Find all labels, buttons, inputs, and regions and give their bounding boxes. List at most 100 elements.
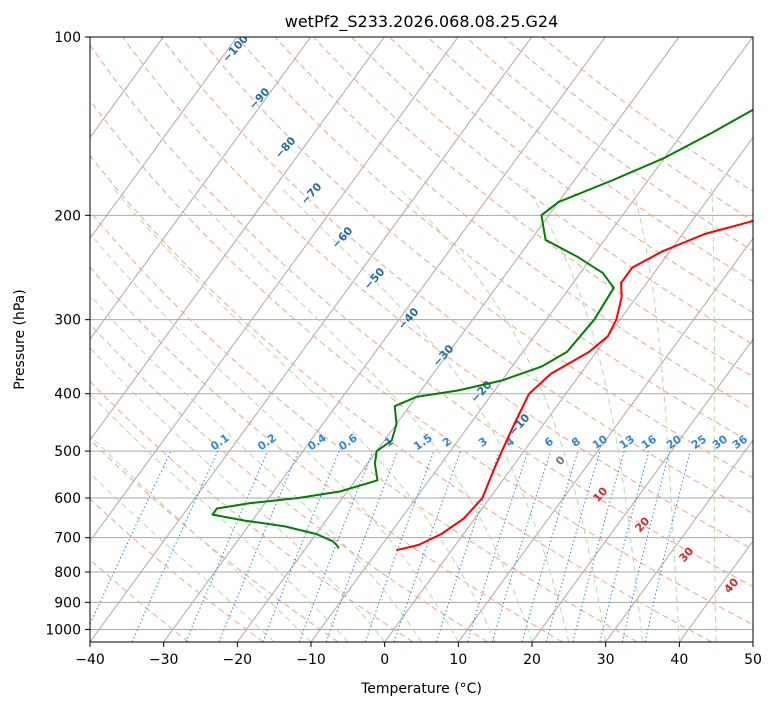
mixing-ratio-line	[621, 450, 670, 642]
dry-adiabat	[90, 323, 488, 642]
mixing-ratio-label: 25	[689, 433, 709, 452]
dry-adiabat	[90, 99, 753, 626]
mixing-ratio-label: 6	[542, 435, 556, 450]
y-tick-label: 300	[54, 313, 81, 329]
moist-adiabat	[398, 187, 607, 642]
dry-adiabat-label: −60	[329, 224, 355, 251]
profile-line	[396, 219, 753, 552]
dry-adiabat	[90, 154, 712, 642]
y-tick-label: 700	[54, 531, 81, 547]
dry-adiabat	[90, 210, 638, 642]
dry-adiabat	[236, 37, 753, 445]
mixing-ratio-line	[218, 450, 299, 642]
mixing-ratio-label: 30	[710, 432, 730, 452]
dry-adiabat-label: −80	[272, 134, 298, 161]
x-tick-label: −10	[296, 652, 326, 668]
x-tick-label: −20	[223, 652, 253, 668]
moist-adiabat-label: 10	[590, 484, 610, 504]
mixing-ratio-label: 10	[590, 432, 610, 452]
dry-adiabat	[350, 37, 753, 345]
isotherm-line	[90, 37, 312, 341]
mixing-ratio-line	[262, 450, 340, 642]
isotherm-line	[457, 237, 753, 642]
isotherm-line	[90, 37, 385, 442]
mixing-ratio-line	[298, 450, 374, 642]
x-tick-label: −40	[75, 652, 105, 668]
dry-adiabat	[90, 380, 414, 642]
y-tick-label: 100	[54, 30, 81, 46]
moist-adiabat	[526, 187, 643, 642]
moist-adiabat	[90, 472, 275, 642]
mixing-ratio-label: 0.1	[208, 431, 231, 453]
dry-adiabat	[90, 438, 339, 642]
y-axis-label: Pressure (hPa)	[12, 289, 28, 389]
moist-adiabat-label: 20	[632, 514, 652, 534]
mixing-ratio-line	[90, 450, 172, 626]
mixing-ratio-label: 20	[664, 432, 684, 452]
mixing-ratio-line	[393, 450, 461, 642]
dry-adiabat	[90, 44, 753, 588]
isotherm-line	[163, 37, 606, 642]
mixing-ratio-label: 1.5	[411, 431, 434, 453]
profile-line	[211, 108, 753, 550]
isotherm-line	[752, 641, 753, 642]
dry-adiabat	[274, 37, 753, 411]
dry-adiabat-label: −30	[430, 342, 456, 369]
dry-adiabat-label: −50	[361, 265, 387, 292]
dry-adiabat	[503, 37, 753, 222]
x-tick-label: 50	[744, 652, 762, 668]
moist-adiabat	[632, 188, 680, 642]
dry-adiabat-label: −40	[395, 305, 421, 332]
dry-adiabat	[122, 37, 753, 551]
dry-adiabat-label: −70	[298, 180, 324, 207]
moist-adiabat	[112, 187, 496, 642]
isotherm-line	[236, 37, 680, 642]
dry-adiabat-label: −90	[246, 85, 272, 112]
isotherm-line	[605, 439, 753, 642]
profiles	[211, 108, 753, 552]
mixing-ratio-line	[325, 450, 399, 642]
mixing-ratio-line	[467, 450, 529, 642]
dry-adiabat	[312, 37, 753, 378]
mixing-ratio-line	[521, 450, 579, 642]
mixing-ratio-line	[185, 450, 269, 642]
moist-adiabat	[90, 347, 386, 642]
x-tick-label: 40	[670, 652, 688, 668]
y-tick-label: 800	[54, 565, 81, 581]
line-labels: 0.1 0.2 0.4 0.6 1 1.5 2 3 4 6 8 10 13 16 20 25 30 36−100−…	[208, 37, 750, 596]
dry-adiabat	[90, 266, 563, 642]
moist-adiabat-label: 0	[553, 453, 568, 468]
y-tick-label: 500	[54, 444, 81, 460]
dry-adiabat	[465, 37, 753, 252]
mixing-ratio-line	[435, 450, 500, 642]
x-tick-label: 10	[449, 652, 467, 668]
x-tick-label: −30	[149, 652, 179, 668]
mixing-ratio-line	[572, 450, 625, 642]
mixing-ratio-label: 36	[730, 432, 750, 452]
x-tick-label: 0	[380, 652, 389, 668]
y-tick-label: 600	[54, 491, 81, 507]
mixing-ratio-label: 16	[639, 432, 659, 452]
mixing-ratio-line	[545, 450, 601, 642]
mixing-ratio-line	[491, 450, 552, 642]
moist-adiabat	[90, 393, 349, 642]
moist-adiabat	[711, 188, 717, 642]
moist-adiabat	[90, 434, 312, 642]
mixing-ratio-label: 3	[476, 435, 490, 450]
x-tick-label: 30	[597, 652, 615, 668]
moist-adiabat	[90, 232, 459, 642]
y-tick-label: 200	[54, 208, 81, 224]
mixing-ratio-label: 0.2	[255, 431, 278, 453]
y-tick-label: 400	[54, 387, 81, 403]
y-tick-label: 900	[54, 595, 81, 611]
x-tick-label: 20	[523, 652, 541, 668]
dry-adiabat	[198, 37, 753, 479]
moist-adiabat	[187, 187, 533, 642]
dry-adiabat	[427, 37, 753, 283]
mixing-ratio-line	[131, 450, 219, 642]
moist-adiabat	[281, 187, 570, 642]
moist-adiabat-label: 30	[676, 544, 696, 564]
mixing-ratio-line	[599, 450, 650, 642]
isotherm-line	[384, 136, 753, 642]
